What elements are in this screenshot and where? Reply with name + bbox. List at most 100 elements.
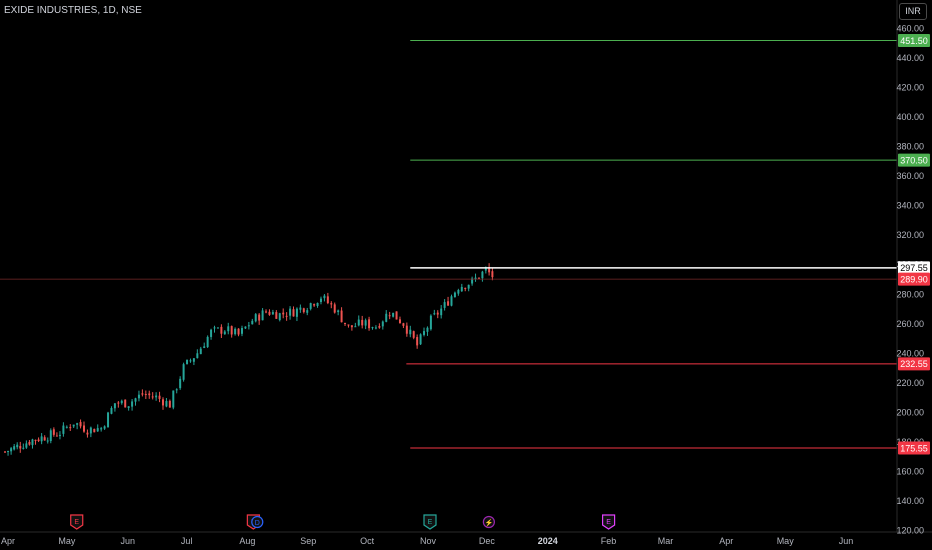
time-tick-label: Feb bbox=[601, 536, 617, 546]
candle-body bbox=[340, 310, 343, 323]
candle-body bbox=[299, 307, 302, 310]
price-tag-label: 232.55 bbox=[900, 359, 928, 369]
event-symbol: D bbox=[255, 520, 260, 527]
candle-body bbox=[52, 429, 55, 435]
price-tag-bg bbox=[898, 261, 930, 275]
candle-body bbox=[69, 427, 72, 429]
candle-body bbox=[271, 312, 274, 315]
candle-body bbox=[168, 400, 171, 408]
candle-body bbox=[19, 446, 22, 449]
price-tag-label: 370.50 bbox=[900, 155, 928, 165]
candle-body bbox=[179, 378, 182, 389]
candle-body bbox=[86, 432, 89, 435]
candle-body bbox=[213, 327, 216, 329]
candle-body bbox=[481, 271, 484, 279]
price-tick-label: 280.00 bbox=[896, 289, 924, 299]
price-tick-label: 400.00 bbox=[896, 112, 924, 122]
candle-body bbox=[354, 326, 357, 328]
candle-body bbox=[467, 284, 470, 289]
candle-body bbox=[22, 447, 25, 449]
candle-body bbox=[58, 434, 61, 436]
event-symbol: E bbox=[74, 519, 79, 526]
candle-body bbox=[237, 328, 240, 335]
price-tick-label: 360.00 bbox=[896, 171, 924, 181]
candle-body bbox=[223, 331, 226, 335]
candle-body bbox=[398, 319, 401, 324]
price-tag-label: 451.50 bbox=[900, 36, 928, 46]
candle-body bbox=[158, 395, 161, 399]
candle-body bbox=[72, 424, 75, 427]
candle-body bbox=[117, 402, 120, 404]
candle-body bbox=[28, 441, 31, 445]
candle-body bbox=[186, 359, 189, 364]
candle-body bbox=[471, 278, 474, 284]
candle-body bbox=[227, 326, 230, 332]
candle-body bbox=[333, 304, 336, 313]
candle-body bbox=[100, 428, 103, 430]
price-axis: 120.00140.00160.00180.00200.00220.00240.… bbox=[896, 24, 924, 536]
horizontal-levels bbox=[0, 40, 897, 449]
candle-body bbox=[4, 451, 6, 453]
price-tick-label: 320.00 bbox=[896, 230, 924, 240]
price-tag-label: 289.90 bbox=[900, 274, 928, 284]
candle-body bbox=[148, 393, 151, 396]
candle-body bbox=[31, 439, 34, 446]
price-tag-label: 297.55 bbox=[900, 263, 928, 273]
candle-body bbox=[337, 310, 340, 313]
candle-body bbox=[265, 311, 268, 313]
candle-body bbox=[134, 398, 137, 402]
candle-body bbox=[141, 393, 144, 395]
earnings-event-icon[interactable] bbox=[423, 514, 437, 530]
candle-body bbox=[316, 302, 319, 306]
dividend-event-icon[interactable] bbox=[251, 515, 264, 529]
candle-body bbox=[361, 319, 364, 326]
candle-body bbox=[395, 311, 398, 320]
earnings-event-icon[interactable] bbox=[601, 514, 616, 530]
candle-body bbox=[107, 412, 110, 428]
price-tick-label: 220.00 bbox=[896, 378, 924, 388]
candle-body bbox=[447, 301, 450, 306]
candle-body bbox=[381, 321, 384, 327]
candle-body bbox=[412, 331, 415, 338]
earnings-event-icon[interactable] bbox=[70, 514, 84, 530]
price-tick-label: 420.00 bbox=[896, 83, 924, 93]
candlestick-series bbox=[4, 263, 494, 456]
candle-body bbox=[37, 439, 40, 441]
time-tick-label: Dec bbox=[479, 536, 496, 546]
candle-body bbox=[34, 439, 37, 441]
currency-button[interactable]: INR bbox=[899, 3, 927, 20]
candle-body bbox=[175, 389, 178, 391]
candle-body bbox=[251, 320, 254, 325]
price-tag-bg bbox=[898, 153, 930, 167]
candle-body bbox=[323, 295, 326, 299]
time-tick-label: Apr bbox=[1, 536, 15, 546]
dividend-event-icon[interactable] bbox=[482, 515, 495, 529]
time-tick-label: 2024 bbox=[538, 536, 558, 546]
candle-body bbox=[76, 423, 79, 425]
candle-body bbox=[416, 337, 419, 346]
candle-body bbox=[240, 328, 243, 334]
event-symbol: E bbox=[428, 519, 433, 526]
candle-body bbox=[258, 314, 261, 321]
candle-body bbox=[374, 327, 377, 329]
candle-body bbox=[313, 304, 316, 306]
candle-body bbox=[292, 309, 295, 317]
candle-body bbox=[344, 322, 347, 324]
candle-body bbox=[161, 399, 164, 406]
candle-body bbox=[189, 360, 192, 362]
event-symbol: E bbox=[606, 519, 611, 526]
candle-body bbox=[43, 437, 46, 441]
price-tick-label: 200.00 bbox=[896, 407, 924, 417]
time-tick-label: Sep bbox=[300, 536, 316, 546]
candle-body bbox=[371, 327, 374, 329]
price-tick-label: 160.00 bbox=[896, 466, 924, 476]
candle-body bbox=[230, 326, 233, 335]
candle-body bbox=[151, 396, 154, 398]
candle-body bbox=[220, 326, 223, 334]
event-symbol: ⚡ bbox=[485, 518, 494, 527]
candle-body bbox=[137, 394, 140, 399]
price-tag-bg bbox=[898, 34, 930, 48]
candle-body bbox=[460, 286, 463, 292]
